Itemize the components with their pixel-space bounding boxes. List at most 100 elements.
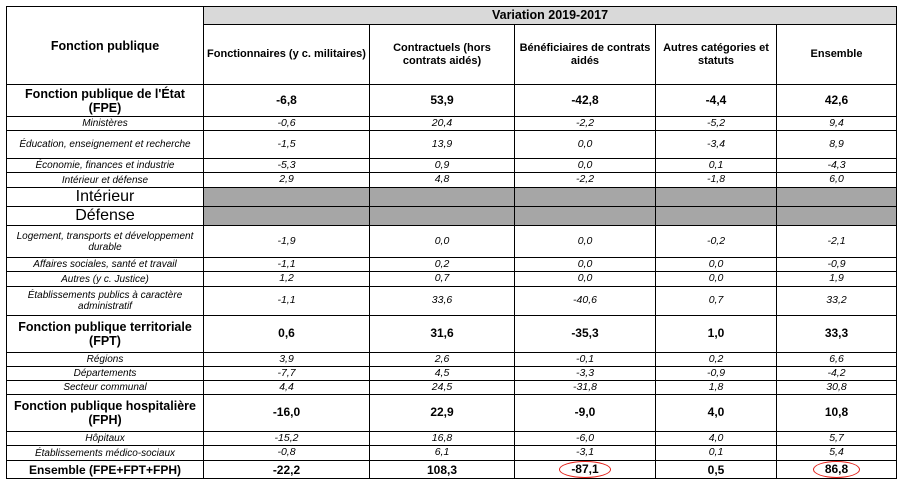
value-cell: 5,7 bbox=[776, 431, 897, 446]
row-label: Établissements publics à caractère admin… bbox=[6, 286, 204, 316]
table-row: Hôpitaux -15,2 16,8 -6,0 4,0 5,7 bbox=[6, 431, 897, 446]
value-cell: -35,3 bbox=[514, 315, 656, 353]
value-cell: 0,0 bbox=[369, 225, 515, 258]
empty-cell bbox=[203, 187, 370, 207]
row-label: Intérieur bbox=[6, 187, 204, 207]
empty-cell bbox=[369, 187, 515, 207]
value-cell: 108,3 bbox=[369, 460, 515, 479]
empty-cell bbox=[776, 187, 897, 207]
value-cell: 4,0 bbox=[655, 431, 777, 446]
value-cell: 0,0 bbox=[514, 158, 656, 173]
value-cell: -0,2 bbox=[655, 225, 777, 258]
value-cell: 86,8 bbox=[776, 460, 897, 479]
value-cell: 2,9 bbox=[203, 172, 370, 188]
empty-cell bbox=[776, 206, 897, 226]
value-cell: -40,6 bbox=[514, 286, 656, 316]
row-label: Logement, transports et développement du… bbox=[6, 225, 204, 258]
value-cell: 0,0 bbox=[514, 225, 656, 258]
value-cell: -2,2 bbox=[514, 172, 656, 188]
value-cell: 0,2 bbox=[655, 352, 777, 367]
row-label: Secteur communal bbox=[6, 380, 204, 395]
row-label: Établissements médico-sociaux bbox=[6, 445, 204, 461]
value-cell: -3,4 bbox=[655, 130, 777, 159]
value-cell: -0,1 bbox=[514, 352, 656, 367]
value-cell: -3,3 bbox=[514, 366, 656, 381]
value-cell: -4,4 bbox=[655, 84, 777, 117]
period-header: Variation 2019-2017 bbox=[203, 6, 897, 25]
table-row: Secteur communal 4,4 24,5 -31,8 1,8 30,8 bbox=[6, 380, 897, 395]
value-cell: -31,8 bbox=[514, 380, 656, 395]
value-cell: 6,0 bbox=[776, 172, 897, 188]
empty-cell bbox=[203, 206, 370, 226]
row-label: Fonction publique hospitalière (FPH) bbox=[6, 394, 204, 432]
value-cell: 22,9 bbox=[369, 394, 515, 432]
value-cell: 0,7 bbox=[369, 271, 515, 287]
table-row: Ensemble (FPE+FPT+FPH) -22,2 108,3 -87,1 0,5… bbox=[6, 460, 897, 479]
table-row: Fonction publique hospitalière (FPH) -16,… bbox=[6, 394, 897, 432]
value-cell: 42,6 bbox=[776, 84, 897, 117]
highlight-oval: 86,8 bbox=[812, 461, 861, 478]
value-cell: 0,0 bbox=[655, 257, 777, 272]
value-cell: 3,9 bbox=[203, 352, 370, 367]
value-cell: -0,6 bbox=[203, 116, 370, 131]
value-cell: -4,2 bbox=[776, 366, 897, 381]
row-label: Intérieur et défense bbox=[6, 172, 204, 188]
row-label: Autres (y c. Justice) bbox=[6, 271, 204, 287]
value-cell: 31,6 bbox=[369, 315, 515, 353]
value-cell: 0,1 bbox=[655, 445, 777, 461]
highlight-oval: -87,1 bbox=[559, 461, 611, 478]
row-label: Fonction publique de l'État (FPE) bbox=[6, 84, 204, 117]
value-cell: -42,8 bbox=[514, 84, 656, 117]
value-cell: 1,8 bbox=[655, 380, 777, 395]
value-cell: 16,8 bbox=[369, 431, 515, 446]
value-cell: 0,0 bbox=[655, 271, 777, 287]
table-row: Établissements médico-sociaux -0,8 6,1 -3,1… bbox=[6, 445, 897, 461]
row-header-cell: Fonction publique bbox=[6, 6, 204, 85]
row-label: Régions bbox=[6, 352, 204, 367]
value-cell: 4,8 bbox=[369, 172, 515, 188]
row-label: Ensemble (FPE+FPT+FPH) bbox=[6, 460, 204, 479]
value-cell: 0,2 bbox=[369, 257, 515, 272]
column-header: Autres catégories et statuts bbox=[655, 24, 777, 85]
column-header: Bénéficiaires de contrats aidés bbox=[514, 24, 656, 85]
value-cell: -5,2 bbox=[655, 116, 777, 131]
value-cell: 0,9 bbox=[369, 158, 515, 173]
value-cell: -5,3 bbox=[203, 158, 370, 173]
value-cell: 4,0 bbox=[655, 394, 777, 432]
value-cell: 10,8 bbox=[776, 394, 897, 432]
row-label: Hôpitaux bbox=[6, 431, 204, 446]
variation-table: Fonction publique Variation 2019-2017 Fo… bbox=[6, 6, 897, 479]
value-cell: -1,9 bbox=[203, 225, 370, 258]
value-cell: -0,9 bbox=[655, 366, 777, 381]
column-header: Fonctionnaires (y c. militaires) bbox=[203, 24, 370, 85]
table-row: Ministères -0,6 20,4 -2,2 -5,2 9,4 bbox=[6, 116, 897, 131]
value-cell: 53,9 bbox=[369, 84, 515, 117]
value-cell: -0,9 bbox=[776, 257, 897, 272]
column-header: Ensemble bbox=[776, 24, 897, 85]
value-cell: 13,9 bbox=[369, 130, 515, 159]
column-header: Contractuels (hors contrats aidés) bbox=[369, 24, 515, 85]
value-cell: -2,2 bbox=[514, 116, 656, 131]
value-cell: -1,5 bbox=[203, 130, 370, 159]
value-cell: 20,4 bbox=[369, 116, 515, 131]
table-row: Économie, finances et industrie -5,3 0,9 0,… bbox=[6, 158, 897, 173]
value-cell: -9,0 bbox=[514, 394, 656, 432]
row-label: Fonction publique territoriale (FPT) bbox=[6, 315, 204, 353]
value-cell: 33,3 bbox=[776, 315, 897, 353]
value-cell: -7,7 bbox=[203, 366, 370, 381]
value-cell: 9,4 bbox=[776, 116, 897, 131]
table-row: Intérieur bbox=[6, 187, 897, 207]
table-row: Intérieur et défense 2,9 4,8 -2,2 -1,8 6,0 bbox=[6, 172, 897, 188]
row-label: Affaires sociales, santé et travail bbox=[6, 257, 204, 272]
value-cell: 0,5 bbox=[655, 460, 777, 479]
value-cell: 0,1 bbox=[655, 158, 777, 173]
value-cell: 8,9 bbox=[776, 130, 897, 159]
table-row: Affaires sociales, santé et travail -1,1 0… bbox=[6, 257, 897, 272]
table-row: Régions 3,9 2,6 -0,1 0,2 6,6 bbox=[6, 352, 897, 367]
value-cell: 4,5 bbox=[369, 366, 515, 381]
value-cell: 0,7 bbox=[655, 286, 777, 316]
value-cell: -15,2 bbox=[203, 431, 370, 446]
value-cell: -2,1 bbox=[776, 225, 897, 258]
value-cell: -87,1 bbox=[514, 460, 656, 479]
value-cell: 33,2 bbox=[776, 286, 897, 316]
